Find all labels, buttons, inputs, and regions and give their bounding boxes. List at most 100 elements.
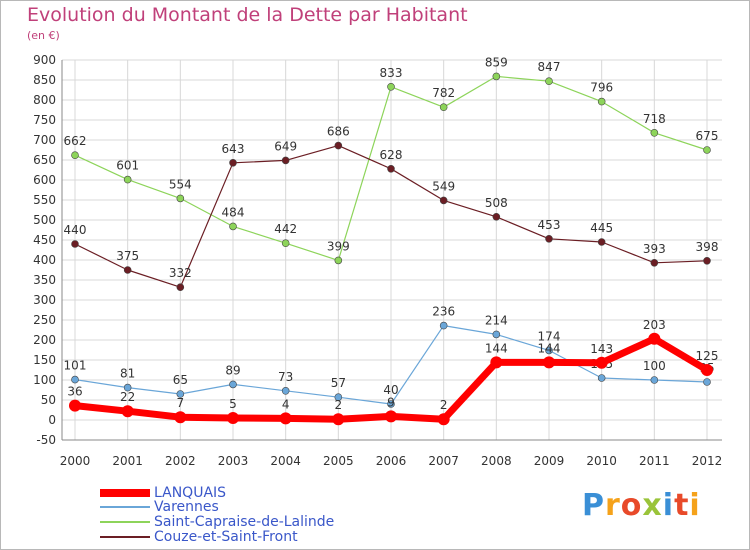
data-label-lanquais: 9: [387, 395, 395, 409]
data-point-varennes: [703, 378, 711, 386]
data-point-saint-capraise-de-lalinde: [439, 103, 448, 111]
data-label-varennes: 174: [538, 329, 561, 343]
logo-letter: x: [642, 488, 663, 523]
data-label-lanquais: 203: [643, 318, 666, 332]
data-label-couze-et-saint-front: 453: [538, 218, 561, 232]
data-label-saint-capraise-de-lalinde: 554: [169, 177, 192, 191]
y-tick-label: -50: [36, 433, 56, 447]
logo-letter: P: [582, 488, 605, 523]
data-label-couze-et-saint-front: 686: [327, 125, 350, 139]
data-point-lanquais: [174, 411, 187, 424]
legend-swatch-lanquais: [100, 489, 150, 497]
x-tick-label: 2012: [692, 454, 723, 468]
y-tick-label: 750: [33, 113, 56, 127]
data-point-saint-capraise-de-lalinde: [492, 72, 501, 81]
x-tick-label: 2000: [60, 454, 91, 468]
data-label-saint-capraise-de-lalinde: 399: [327, 239, 350, 253]
y-tick-label: 900: [33, 53, 56, 67]
x-tick-label: 2002: [165, 454, 196, 468]
y-tick-label: 300: [33, 293, 56, 307]
data-point-couze-et-saint-front: [597, 238, 606, 246]
data-label-couze-et-saint-front: 508: [485, 196, 508, 210]
data-point-lanquais: [279, 412, 292, 425]
data-point-varennes: [334, 393, 343, 402]
y-tick-label: 150: [33, 353, 56, 367]
data-label-lanquais: 22: [120, 390, 135, 404]
data-point-saint-capraise-de-lalinde: [71, 151, 79, 159]
data-point-saint-capraise-de-lalinde: [703, 146, 711, 154]
legend-swatch-varennes: [100, 506, 150, 508]
data-label-saint-capraise-de-lalinde: 782: [432, 86, 455, 100]
data-label-varennes: 101: [64, 359, 87, 373]
data-label-lanquais: 36: [67, 385, 82, 399]
data-point-lanquais: [121, 405, 134, 418]
data-label-lanquais: 5: [229, 397, 237, 411]
data-point-lanquais: [69, 399, 81, 412]
data-point-saint-capraise-de-lalinde: [387, 83, 395, 91]
y-tick-label: 600: [33, 173, 56, 187]
data-point-lanquais: [701, 364, 713, 376]
data-label-lanquais: 144: [538, 341, 561, 355]
y-tick-label: 550: [33, 193, 56, 207]
y-tick-label: 450: [33, 233, 56, 247]
y-tick-label: 200: [33, 333, 56, 347]
data-label-couze-et-saint-front: 440: [64, 223, 87, 237]
data-label-lanquais: 7: [177, 396, 185, 410]
data-point-varennes: [650, 376, 659, 384]
data-label-saint-capraise-de-lalinde: 484: [222, 205, 245, 219]
data-point-saint-capraise-de-lalinde: [545, 77, 553, 85]
data-label-varennes: 81: [120, 367, 135, 381]
y-tick-label: 700: [33, 133, 56, 147]
data-label-varennes: 214: [485, 313, 508, 327]
logo-letter: i: [662, 488, 675, 523]
data-label-saint-capraise-de-lalinde: 718: [643, 112, 666, 126]
data-label-couze-et-saint-front: 375: [116, 249, 139, 263]
data-label-varennes: 236: [432, 305, 455, 319]
data-point-lanquais: [332, 413, 345, 426]
data-point-lanquais: [595, 356, 608, 369]
x-tick-label: 2009: [534, 454, 565, 468]
data-label-saint-capraise-de-lalinde: 833: [380, 66, 403, 80]
data-label-couze-et-saint-front: 549: [432, 179, 455, 193]
data-label-lanquais: 2: [440, 398, 448, 412]
data-label-varennes: 89: [225, 363, 240, 377]
x-tick-label: 2003: [218, 454, 249, 468]
data-point-couze-et-saint-front: [439, 196, 448, 205]
data-label-couze-et-saint-front: 332: [169, 266, 192, 280]
data-label-couze-et-saint-front: 649: [274, 139, 297, 153]
data-point-lanquais: [543, 356, 555, 369]
data-label-lanquais: 2: [335, 398, 343, 412]
y-tick-label: 250: [33, 313, 56, 327]
data-point-couze-et-saint-front: [229, 159, 237, 167]
x-tick-label: 2008: [481, 454, 512, 468]
data-point-lanquais: [490, 356, 503, 369]
data-label-saint-capraise-de-lalinde: 675: [696, 129, 719, 143]
logo-letter: o: [620, 488, 643, 523]
data-point-saint-capraise-de-lalinde: [176, 194, 185, 203]
legend-label-saint-capraise: Saint-Capraise-de-Lalinde: [154, 514, 335, 530]
y-tick-label: 500: [33, 213, 56, 227]
x-tick-label: 2007: [428, 454, 459, 468]
data-label-lanquais: 4: [282, 397, 290, 411]
data-label-saint-capraise-de-lalinde: 662: [64, 134, 87, 148]
data-point-couze-et-saint-front: [334, 141, 343, 150]
data-point-varennes: [229, 380, 237, 389]
x-tick-label: 2010: [586, 454, 617, 468]
data-point-couze-et-saint-front: [176, 283, 185, 292]
data-point-varennes: [387, 400, 395, 408]
data-point-couze-et-saint-front: [703, 256, 711, 265]
data-point-varennes: [71, 375, 79, 384]
data-label-saint-capraise-de-lalinde: 442: [274, 222, 297, 236]
legend-item-couze: Couze-et-Saint-Front: [100, 529, 400, 545]
data-label-varennes: 65: [173, 373, 188, 387]
y-tick-label: 0: [48, 413, 56, 427]
data-point-couze-et-saint-front: [545, 235, 553, 243]
data-point-lanquais: [648, 332, 661, 345]
data-label-lanquais: 144: [485, 341, 508, 355]
data-label-saint-capraise-de-lalinde: 601: [116, 159, 139, 173]
y-tick-label: 650: [33, 153, 56, 167]
data-label-couze-et-saint-front: 393: [643, 242, 666, 256]
data-label-saint-capraise-de-lalinde: 796: [590, 81, 613, 95]
x-tick-label: 2011: [639, 454, 670, 468]
data-point-couze-et-saint-front: [123, 266, 132, 274]
